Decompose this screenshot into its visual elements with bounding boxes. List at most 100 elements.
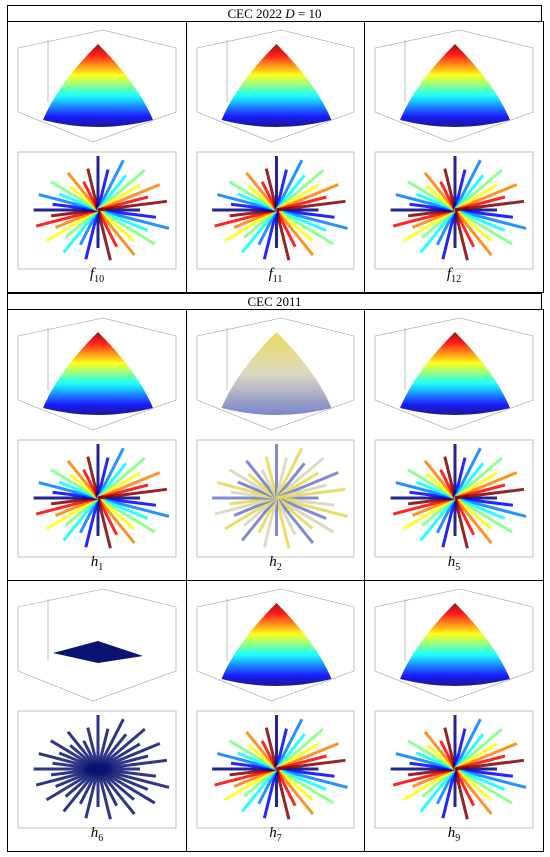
ray	[423, 459, 457, 499]
cube-edge	[374, 670, 451, 702]
label-symbol: f	[268, 266, 273, 282]
ray	[86, 727, 100, 770]
ray	[84, 209, 100, 260]
ray	[96, 169, 110, 211]
plot-panel	[196, 588, 355, 829]
ray	[97, 199, 168, 212]
cube-edge	[17, 111, 94, 143]
ray	[275, 169, 288, 211]
surface	[400, 603, 510, 686]
projection	[212, 444, 348, 549]
surface	[43, 332, 153, 415]
ray	[443, 456, 457, 499]
ray	[275, 768, 315, 815]
ray	[97, 208, 170, 230]
ray	[454, 169, 503, 212]
figure-cell: h9	[364, 580, 544, 852]
ray	[228, 739, 278, 771]
projection-frame	[196, 710, 355, 829]
ray	[454, 742, 518, 771]
ray	[241, 768, 278, 813]
ray	[276, 199, 346, 212]
projection	[212, 156, 348, 261]
ray	[97, 471, 161, 500]
ray	[453, 497, 476, 536]
surface	[221, 332, 332, 415]
cube-edge	[449, 111, 534, 143]
ray	[96, 457, 110, 499]
cube	[374, 317, 534, 431]
cube	[196, 588, 355, 702]
ray	[454, 457, 503, 500]
ray	[50, 180, 99, 212]
ray	[275, 718, 304, 770]
ray	[66, 459, 100, 499]
label-index: 1	[98, 562, 104, 573]
projection	[33, 715, 170, 820]
label-index: 12	[451, 274, 462, 285]
ray	[245, 171, 278, 211]
ray	[454, 496, 513, 534]
ray	[50, 468, 99, 500]
ray	[453, 768, 476, 807]
ray	[96, 768, 119, 807]
cube-edge	[271, 399, 355, 431]
label-symbol: f	[446, 266, 452, 282]
label-symbol: h	[90, 554, 99, 570]
section-title: CEC 2011	[247, 294, 302, 309]
ray	[84, 768, 100, 819]
cube-edge	[92, 399, 177, 431]
ray	[453, 497, 493, 544]
panel-label: h5	[365, 554, 543, 573]
ray	[454, 183, 518, 212]
ray	[62, 497, 100, 542]
ray	[275, 496, 335, 534]
label-index: 10	[94, 274, 105, 285]
ray	[66, 171, 100, 211]
ray	[245, 459, 278, 499]
figure-cell: h2	[186, 309, 365, 581]
ray	[275, 768, 297, 807]
plot-panel	[17, 317, 177, 558]
cube-edge	[102, 317, 177, 337]
ray	[262, 209, 278, 260]
ray	[454, 487, 525, 500]
ray	[276, 767, 348, 789]
panel-label: f10	[8, 266, 186, 285]
projection	[390, 715, 527, 820]
ray	[262, 497, 278, 548]
ray	[96, 209, 119, 248]
cube-edge	[281, 588, 355, 608]
figure-cell: h5	[364, 309, 544, 581]
ray	[453, 718, 482, 770]
ray	[454, 758, 525, 771]
label-index: 2	[276, 562, 282, 573]
cube-edge	[102, 588, 177, 608]
ray	[97, 208, 156, 246]
cube	[17, 317, 177, 431]
cube-edge	[281, 317, 355, 337]
ray	[419, 209, 457, 254]
projection-frame	[374, 151, 534, 270]
label-index: 5	[455, 562, 461, 573]
ray	[262, 768, 278, 819]
ray	[454, 728, 503, 771]
ray	[454, 208, 513, 246]
ray	[276, 487, 346, 500]
section-title: = 10	[294, 6, 322, 21]
cube	[17, 588, 177, 702]
projection-frame	[196, 151, 355, 270]
cube-edge	[271, 670, 355, 702]
ray	[96, 497, 119, 536]
label-symbol: h	[90, 825, 99, 841]
ray	[453, 209, 493, 256]
label-index: 9	[455, 833, 461, 844]
ray	[453, 457, 467, 499]
ray	[454, 767, 513, 805]
ray	[50, 739, 99, 771]
ray	[84, 497, 100, 548]
ray	[86, 168, 100, 211]
figure-cell: f10	[7, 21, 187, 293]
cube-edge	[17, 317, 104, 337]
ray	[275, 159, 304, 211]
